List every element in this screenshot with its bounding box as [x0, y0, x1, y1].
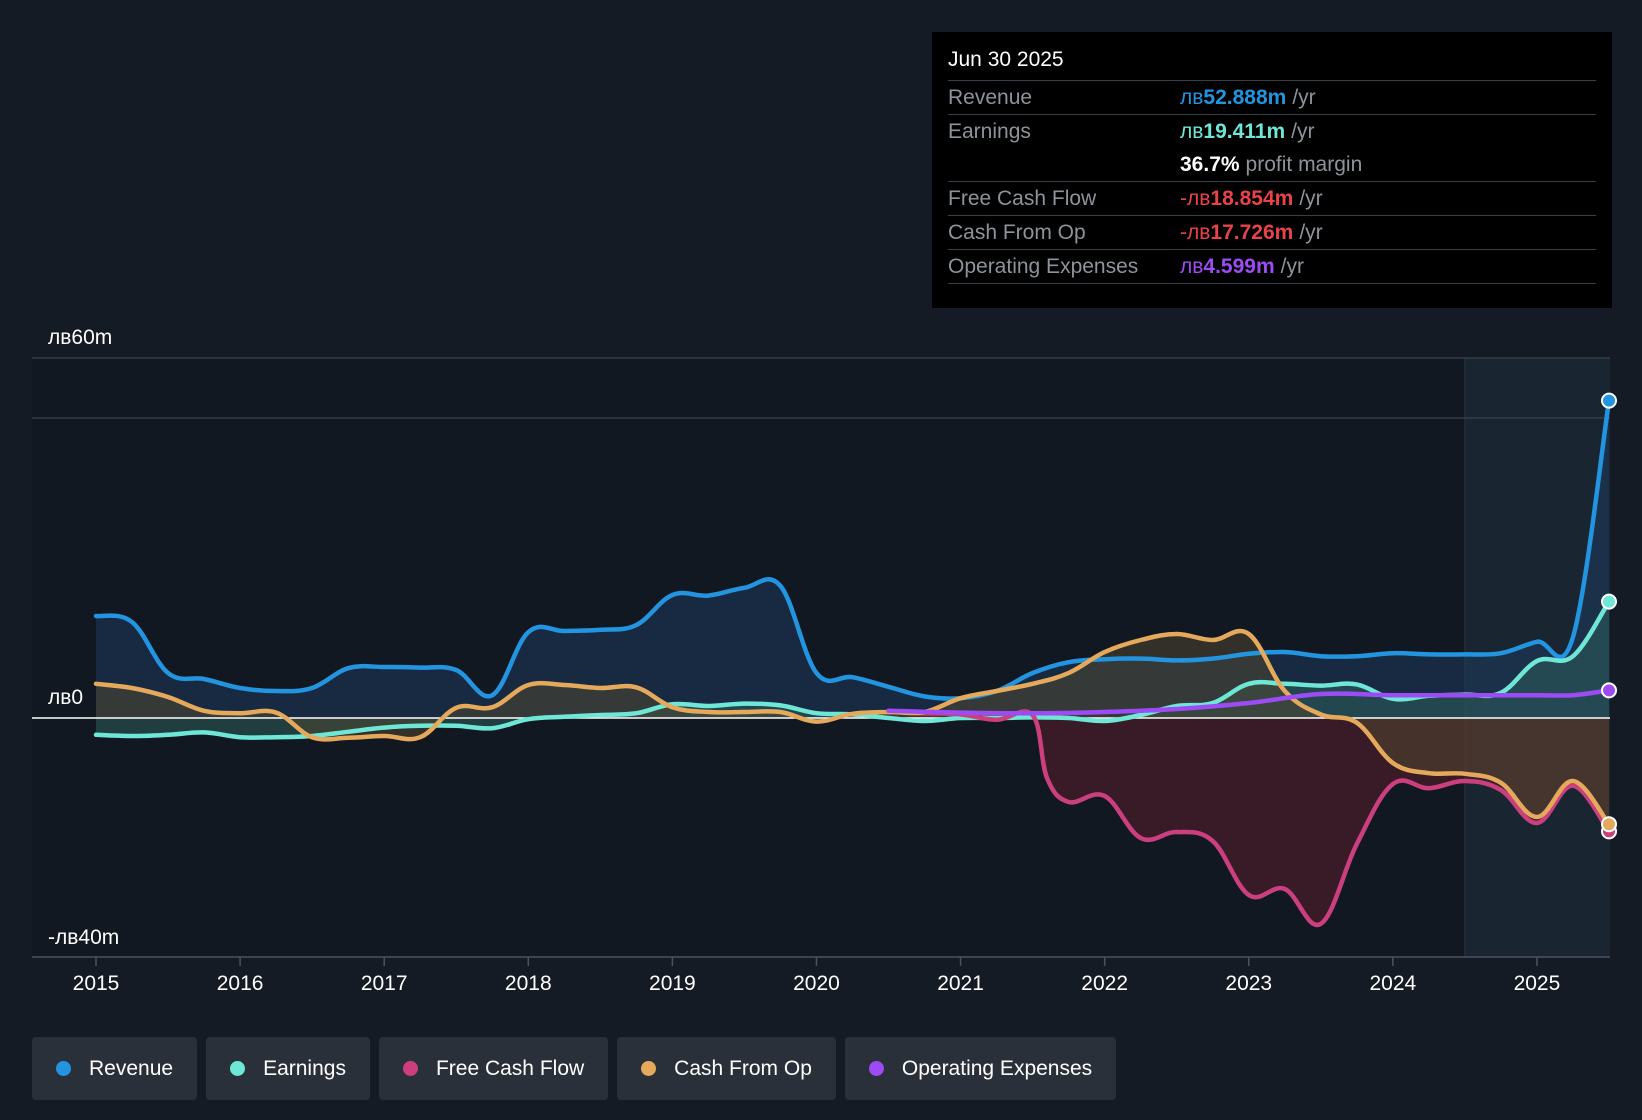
tooltip-row-value: лв52.888m/yr: [1180, 86, 1316, 109]
legend-dot-icon: [402, 1061, 418, 1076]
tooltip-row-value: лв19.411m/yr: [1180, 120, 1315, 143]
legend-dot-icon: [56, 1061, 71, 1076]
x-tick-label: 2021: [937, 972, 984, 995]
x-tick-label: 2015: [73, 972, 120, 995]
x-tick-label: 2017: [361, 972, 408, 995]
gridlines: [32, 357, 1610, 419]
data-tooltip: Jun 30 2025 Revenue лв52.888m/yr Earnings л…: [932, 32, 1612, 308]
legend-dot-icon: [641, 1061, 657, 1076]
revenue-endpoint[interactable]: [1601, 392, 1617, 409]
tooltip-row-label: Earnings: [948, 120, 1031, 143]
tooltip-row-value: лв4.599m/yr: [1180, 255, 1304, 278]
tooltip-row: Earnings лв19.411m/yr: [948, 115, 1596, 148]
series-endpoints[interactable]: [1601, 392, 1617, 840]
legend-item-operating-expenses[interactable]: Operating Expenses: [844, 1037, 1117, 1100]
x-tick-label: 2019: [649, 972, 696, 995]
y-tick-label: лв0: [48, 686, 83, 709]
revenue-area: [96, 400, 1609, 718]
tooltip-row-label: Operating Expenses: [948, 255, 1139, 278]
legend-label: Cash From Op: [674, 1056, 812, 1080]
cash-from-op-line[interactable]: [93, 628, 1610, 827]
cash-from-op-endpoint[interactable]: [1601, 816, 1617, 833]
tooltip-row: Free Cash Flow -лв18.854m/yr: [948, 182, 1596, 216]
legend-label: Revenue: [89, 1056, 174, 1080]
tooltip-row-label: Revenue: [948, 86, 1033, 109]
series-lines[interactable]: [93, 398, 1610, 928]
tooltip-row-value: -лв17.726m/yr: [1180, 221, 1323, 244]
x-tick-label: 2025: [1514, 972, 1561, 995]
tooltip-row: Cash From Op -лв17.726m/yr: [948, 216, 1596, 250]
x-tick-label: 2023: [1225, 972, 1272, 995]
legend-item-earnings[interactable]: Earnings: [206, 1037, 370, 1100]
tooltip-row: Revenue лв52.888m/yr: [948, 81, 1596, 115]
legend-label: Earnings: [263, 1056, 346, 1080]
tooltip-row-value: -лв18.854m/yr: [1180, 187, 1323, 210]
tooltip-date: Jun 30 2025: [948, 46, 1596, 81]
tooltip-row-label: Cash From Op: [948, 221, 1086, 244]
x-tick-label: 2022: [1081, 972, 1128, 995]
tooltip-row-label: Free Cash Flow: [948, 187, 1097, 210]
legend-dot-icon: [230, 1061, 246, 1076]
y-axis-labels: лв60m лв0 -лв40m: [48, 326, 119, 949]
tooltip-row-label: [948, 148, 1180, 181]
y-tick-label: -лв40m: [48, 926, 119, 949]
legend-item-free-cash-flow[interactable]: Free Cash Flow: [378, 1037, 609, 1100]
tooltip-row-value: 36.7% profit margin: [1180, 153, 1363, 176]
tooltip-row: 36.7% profit margin: [948, 148, 1596, 182]
operating-expenses-line[interactable]: [886, 688, 1610, 716]
x-tick-label: 2018: [505, 972, 552, 995]
x-tick-label: 2024: [1369, 972, 1416, 995]
x-axis-ticks: 2015 2016 2017 2018 2019 2020 2021 2022 2023 2024…: [73, 957, 1561, 995]
x-tick-label: 2016: [217, 972, 264, 995]
legend-item-revenue[interactable]: Revenue: [32, 1037, 198, 1100]
x-tick-label: 2020: [793, 972, 840, 995]
cash-from-op-area: [96, 631, 1609, 825]
revenue-line[interactable]: [93, 398, 1610, 701]
tooltip-row: Operating Expenses лв4.599m/yr: [948, 250, 1596, 284]
legend: Revenue Earnings Free Cash Flow Cash From O…: [32, 1037, 1117, 1100]
y-tick-label: лв60m: [48, 326, 112, 349]
legend-dot-icon: [868, 1061, 884, 1076]
operating-expenses-endpoint[interactable]: [1601, 682, 1617, 699]
legend-item-cash-from-op[interactable]: Cash From Op: [617, 1037, 836, 1100]
legend-label: Free Cash Flow: [435, 1056, 585, 1080]
legend-label: Operating Expenses: [901, 1056, 1093, 1080]
earnings-endpoint[interactable]: [1601, 593, 1617, 610]
